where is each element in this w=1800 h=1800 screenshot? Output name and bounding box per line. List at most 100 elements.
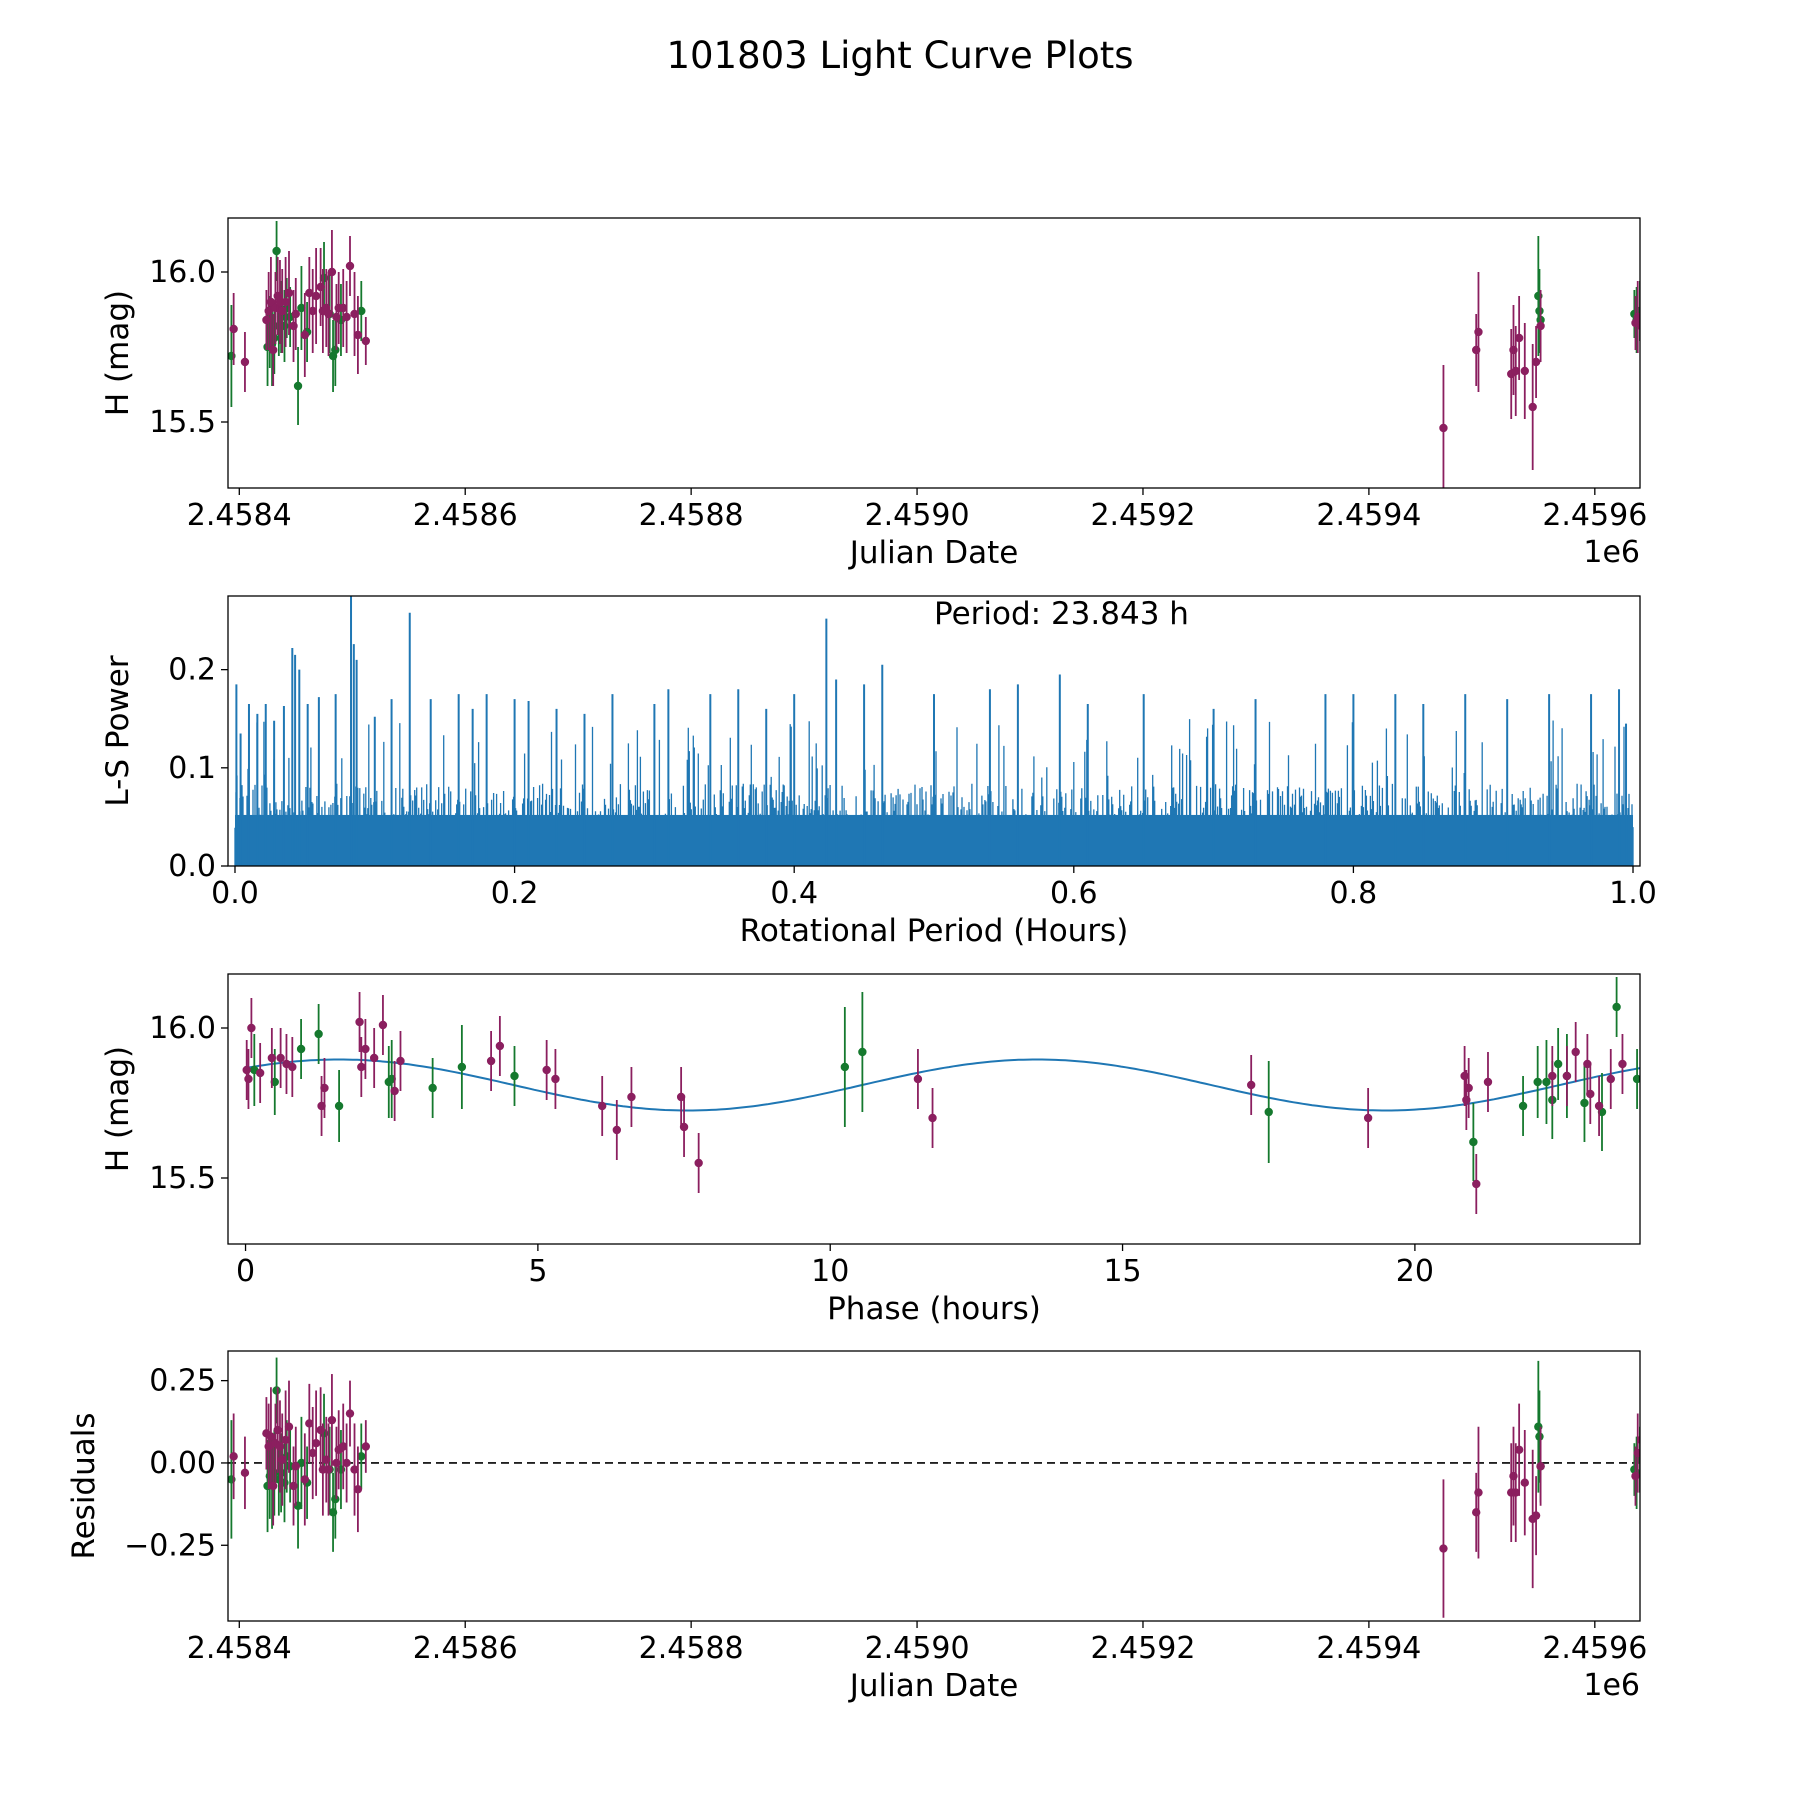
data-point [324, 1465, 333, 1474]
data-point [1618, 1059, 1627, 1069]
data-point [390, 1086, 399, 1096]
data-point [1536, 321, 1545, 331]
data-point [272, 246, 281, 256]
x-tick-label: 5 [528, 1254, 547, 1289]
series-purple [229, 230, 1640, 488]
x-axis-label: Julian Date [848, 535, 1019, 571]
data-point [378, 1020, 388, 1030]
data-point [311, 1438, 321, 1448]
data-point [1518, 1101, 1528, 1111]
x-offset-text: 1e6 [1583, 535, 1640, 570]
data-point [357, 306, 366, 316]
data-point [278, 306, 287, 316]
data-point [1439, 423, 1448, 433]
data-point [361, 336, 371, 346]
data-point [327, 267, 337, 277]
data-point [1514, 333, 1524, 343]
y-tick-label: 0.25 [149, 1364, 216, 1399]
data-point [339, 1442, 348, 1451]
y-tick-label: 0.1 [168, 751, 216, 786]
panel-lightcurve: 2.4584 2.4586 2.4588 2.4590 2.4592 2.4594 2.45… [100, 217, 1647, 571]
y-axis-label: H (mag) [100, 290, 136, 416]
data-point [1633, 1448, 1640, 1458]
period-annotation: Period: 23.843 h [934, 596, 1189, 632]
data-point [1606, 1074, 1615, 1084]
figure-title: 101803 Light Curve Plots [666, 34, 1133, 77]
data-point [1636, 1435, 1640, 1444]
x-tick-label: 2.4590 [865, 1631, 970, 1666]
data-point [345, 261, 355, 271]
y-tick-label: 15.5 [149, 405, 216, 440]
x-tick-label: 2.4584 [187, 1631, 292, 1666]
data-point [255, 1068, 265, 1078]
data-point [281, 1435, 290, 1445]
y-tick-label: 15.5 [149, 1161, 216, 1196]
x-tick-label: 2.4592 [1090, 1631, 1195, 1666]
data-point [1553, 1059, 1563, 1069]
data-point [276, 1468, 286, 1478]
data-point [1542, 1077, 1551, 1087]
data-point [858, 1047, 867, 1057]
data-point [342, 312, 351, 322]
x-offset-text: 1e6 [1583, 1668, 1640, 1703]
data-point [357, 1452, 366, 1461]
y-tick-label: 0.00 [149, 1446, 216, 1481]
data-point [276, 1053, 285, 1063]
data-point [1612, 1002, 1621, 1012]
x-axis-label: Phase (hours) [827, 1291, 1041, 1327]
data-point [244, 1074, 253, 1084]
data-point [1363, 1113, 1373, 1123]
data-point [542, 1065, 551, 1075]
axes-container: 2.4584 2.4586 2.4588 2.4590 2.4592 2.4594 2.45… [66, 217, 1657, 1704]
data-point [1474, 1488, 1483, 1497]
data-point [278, 1455, 287, 1464]
data-point [396, 1056, 405, 1066]
data-point [240, 357, 250, 367]
data-point [1528, 402, 1537, 412]
series-green [228, 1357, 1640, 1552]
plot-area [242, 977, 1640, 1214]
data-point [1562, 1071, 1572, 1081]
data-point [320, 1083, 329, 1093]
x-tick-label: 1.0 [1609, 876, 1657, 911]
x-tick-label: 2.4596 [1542, 498, 1647, 533]
data-point [694, 1158, 703, 1168]
data-point [1460, 1071, 1469, 1081]
data-point [331, 345, 340, 355]
x-tick-label: 2.4588 [639, 498, 744, 533]
data-point [229, 1452, 238, 1461]
data-point [345, 1409, 355, 1418]
plot-area [228, 221, 1640, 488]
data-point [1632, 1074, 1640, 1084]
data-point [840, 1062, 850, 1072]
data-point [242, 1065, 251, 1075]
series-purple [229, 1374, 1640, 1618]
x-tick-label: 2.4588 [639, 1631, 744, 1666]
panel-residuals: 2.4584 2.4586 2.4588 2.4590 2.4592 2.4594 2.45… [66, 1350, 1647, 1704]
data-point [1571, 1047, 1580, 1057]
data-point [1264, 1107, 1273, 1117]
data-point [291, 309, 300, 319]
data-point [357, 1062, 366, 1072]
data-point [266, 1432, 276, 1441]
data-point [913, 1074, 923, 1084]
data-point [305, 1419, 314, 1428]
data-point [267, 1053, 277, 1063]
data-point [1636, 321, 1640, 331]
data-point [270, 1468, 279, 1478]
y-axis-label: L-S Power [100, 655, 136, 806]
data-point [339, 303, 348, 313]
x-tick-label: 2.4586 [413, 498, 518, 533]
data-point [612, 1125, 622, 1135]
x-tick-label: 10 [811, 1254, 849, 1289]
data-point [308, 306, 317, 316]
data-point [627, 1092, 636, 1102]
data-point [361, 1442, 371, 1451]
data-point [272, 1386, 281, 1395]
x-axis-label: Julian Date [848, 1668, 1019, 1704]
data-point [1594, 1101, 1604, 1111]
data-point [1531, 357, 1541, 367]
x-tick-label: 0.6 [1050, 876, 1098, 911]
data-point [1580, 1098, 1589, 1108]
